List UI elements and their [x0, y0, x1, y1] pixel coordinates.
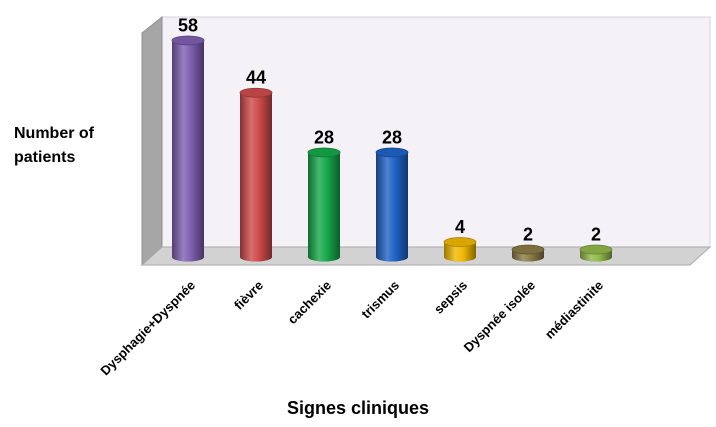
x-tick-label-5: Dyspnée isolée — [461, 278, 539, 356]
floor — [140, 246, 712, 266]
bar-6 — [579, 244, 613, 262]
bars-group — [171, 35, 613, 262]
x-tick-label-3: trismus — [358, 278, 402, 322]
y-axis-label: Number of patients — [14, 125, 94, 166]
chart-walls — [140, 15, 712, 267]
data-label-0: 58 — [178, 15, 198, 35]
bar-4 — [443, 237, 477, 262]
bar-3 — [375, 147, 409, 262]
data-label-5: 2 — [523, 225, 533, 245]
x-tick-label-0: Dysphagie+Dyspnée — [97, 278, 198, 379]
x-axis-label: Signes cliniques — [286, 398, 430, 418]
bar-2 — [307, 147, 341, 262]
data-labels-group: 58 44 28 28 4 2 2 — [178, 15, 601, 244]
x-tick-label-6: médiastinite — [542, 278, 606, 342]
bar-0 — [171, 35, 205, 262]
data-label-1: 44 — [246, 68, 266, 88]
x-tick-label-2: cachexie — [285, 278, 334, 327]
data-label-6: 2 — [591, 225, 601, 245]
data-label-4: 4 — [455, 217, 465, 237]
x-tick-label-4: sepsis — [431, 278, 470, 317]
data-label-3: 28 — [382, 127, 402, 147]
data-label-2: 28 — [314, 127, 334, 147]
bar-1 — [239, 87, 273, 262]
side-wall — [141, 15, 163, 267]
x-tick-label-1: fièvre — [231, 278, 266, 313]
x-tick-labels-group: Dysphagie+Dyspnée fièvre cachexie trismus se… — [97, 278, 606, 379]
bar-5 — [511, 244, 545, 262]
